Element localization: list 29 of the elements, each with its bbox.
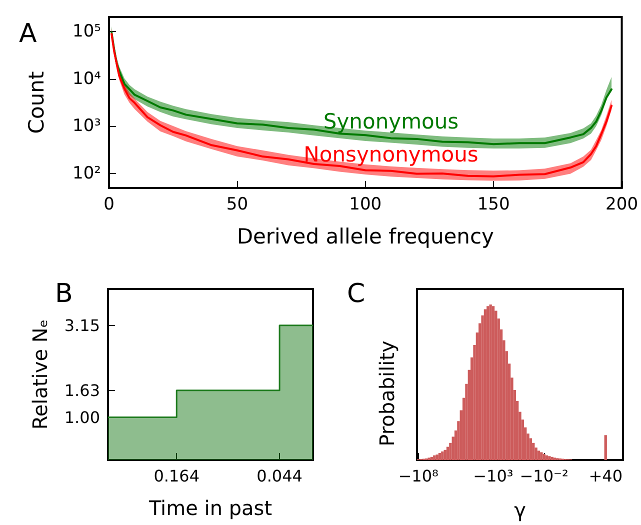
- x-tick-label: −10⁸: [398, 466, 438, 486]
- y-axis-title: Probability: [375, 340, 399, 446]
- chart-title: B: [55, 279, 73, 309]
- y-tick-label: 10⁵: [72, 21, 101, 42]
- y-tick-label: 10⁴: [72, 68, 102, 89]
- x-tick-label: 0.044: [256, 466, 302, 486]
- x-tick-label: +40: [588, 466, 622, 486]
- x-tick-label: −10³: [473, 466, 514, 486]
- x-tick-label: 150: [477, 194, 510, 214]
- y-tick-label: 1.00: [64, 408, 100, 427]
- x-axis-title: Time in past: [148, 496, 272, 520]
- y-tick-label: 10²: [72, 164, 101, 184]
- series-label: Synonymous: [323, 110, 459, 134]
- x-axis-title: γ: [514, 498, 526, 522]
- series-label: Nonsynonymous: [304, 142, 478, 166]
- x-tick-label: −10⁻²: [520, 466, 568, 486]
- x-axis-title: Derived allele frequency: [236, 224, 494, 248]
- chart-title: C: [347, 279, 366, 309]
- y-tick-label: 1.63: [64, 380, 100, 400]
- y-tick-label: 10³: [72, 116, 101, 136]
- y-tick-label: 3.15: [64, 316, 100, 335]
- x-tick-label: 0.164: [154, 466, 200, 486]
- x-tick-label: 50: [226, 194, 248, 214]
- chart-title: A: [19, 19, 37, 49]
- x-tick-label: 200: [606, 194, 638, 214]
- x-tick-label: 100: [349, 194, 382, 214]
- y-axis-title: Relative Nₑ: [28, 319, 52, 430]
- y-axis-title: Count: [24, 71, 48, 134]
- x-tick-label: 0: [104, 194, 114, 214]
